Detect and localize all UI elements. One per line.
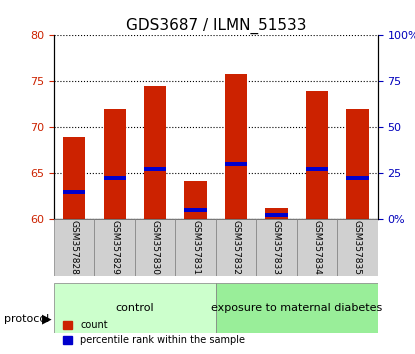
Text: GSM357832: GSM357832 [232,220,241,275]
Bar [63,137,85,219]
FancyBboxPatch shape [95,219,135,276]
Text: GSM357833: GSM357833 [272,220,281,275]
Text: GSM357831: GSM357831 [191,220,200,275]
Bar [103,109,126,219]
Text: GSM357835: GSM357835 [353,220,362,275]
FancyBboxPatch shape [337,219,378,276]
FancyBboxPatch shape [54,219,95,276]
FancyBboxPatch shape [297,219,337,276]
FancyBboxPatch shape [135,219,176,276]
Bar [346,176,369,180]
FancyBboxPatch shape [256,219,297,276]
Text: GSM357829: GSM357829 [110,220,119,275]
Bar [144,167,166,171]
Bar [225,162,247,166]
Bar [346,109,369,219]
Text: GSM357828: GSM357828 [70,220,79,275]
Title: GDS3687 / ILMN_51533: GDS3687 / ILMN_51533 [126,18,306,34]
Bar [184,209,207,212]
FancyBboxPatch shape [54,283,216,333]
Bar [265,207,288,219]
Bar [144,86,166,219]
Bar [306,167,328,171]
Bar [225,74,247,219]
Bar [103,176,126,180]
Legend: count, percentile rank within the sample: count, percentile rank within the sample [59,316,249,349]
Text: ▶: ▶ [42,312,51,325]
FancyBboxPatch shape [216,219,256,276]
Text: protocol: protocol [4,314,49,324]
Text: exposure to maternal diabetes: exposure to maternal diabetes [211,303,382,313]
FancyBboxPatch shape [176,219,216,276]
Bar [306,91,328,219]
Text: GSM357834: GSM357834 [312,220,322,275]
Bar [265,213,288,217]
Text: GSM357830: GSM357830 [151,220,160,275]
Bar [63,190,85,194]
Bar [184,181,207,219]
FancyBboxPatch shape [216,283,378,333]
Text: control: control [115,303,154,313]
